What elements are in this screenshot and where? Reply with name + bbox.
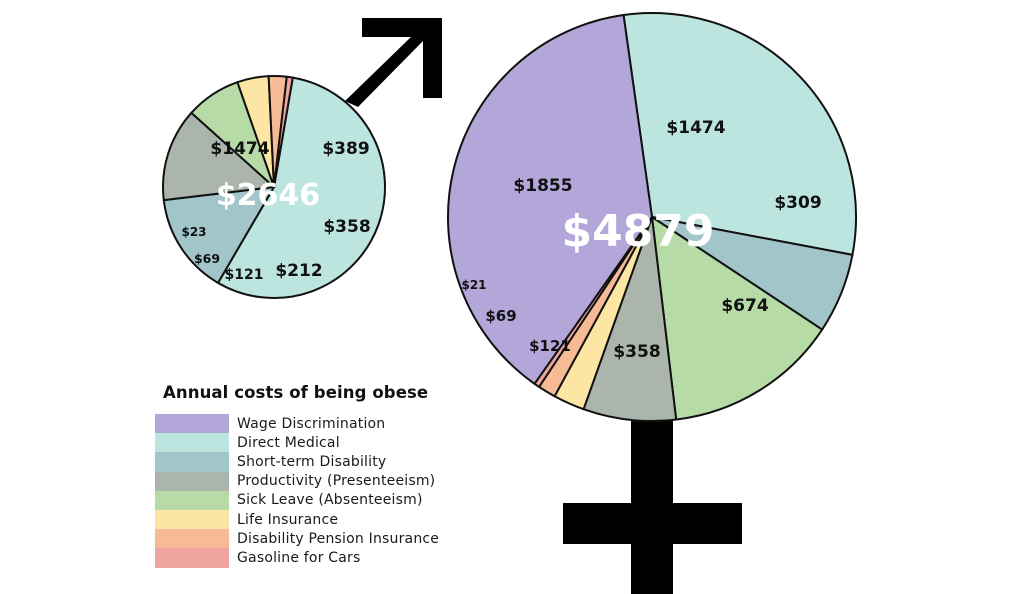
legend-item: Short-term Disability xyxy=(155,452,439,472)
slice-label: $389 xyxy=(322,139,369,159)
legend-swatch xyxy=(155,529,229,549)
female-symbol-icon xyxy=(563,415,742,594)
legend-item: Sick Leave (Absenteeism) xyxy=(155,490,439,510)
total-label: $4879 xyxy=(561,206,714,257)
slice-label: $69 xyxy=(194,251,220,266)
slice-label: $1474 xyxy=(210,139,269,159)
slice-label: $212 xyxy=(275,261,322,281)
legend-swatch xyxy=(155,548,229,568)
pie-slice xyxy=(216,76,386,299)
legend-item: Life Insurance xyxy=(155,509,439,530)
legend-label: Short-term Disability xyxy=(237,453,387,470)
legend-swatch xyxy=(155,414,229,434)
legend-label: Direct Medical xyxy=(237,434,340,451)
pie-slice xyxy=(273,75,294,188)
legend-swatch xyxy=(155,471,229,491)
legend-item: Gasoline for Cars xyxy=(155,548,439,568)
legend-label: Life Insurance xyxy=(237,511,339,528)
male-symbol-icon xyxy=(345,18,442,107)
legend: Annual costs of being obese Wage Discrim… xyxy=(155,383,439,568)
pie-slice xyxy=(447,13,654,386)
pie-slice xyxy=(650,214,824,421)
slice-label: $309 xyxy=(774,193,821,213)
slice-label: $121 xyxy=(529,337,571,355)
legend-title: Annual costs of being obese xyxy=(163,383,429,402)
slice-label: $1474 xyxy=(666,118,725,138)
pie-slice xyxy=(162,111,277,202)
slice-label: $21 xyxy=(461,278,486,292)
legend-item: Direct Medical xyxy=(155,433,439,453)
legend-swatch xyxy=(155,452,229,472)
slice-label: $674 xyxy=(721,296,768,316)
legend-item: Wage Discrimination xyxy=(155,414,439,434)
slice-label: $358 xyxy=(323,217,370,237)
legend-item: Disability Pension Insurance xyxy=(155,529,440,549)
slice-label: $358 xyxy=(613,342,660,362)
legend-item: Productivity (Presenteeism) xyxy=(155,471,439,491)
legend-swatch xyxy=(155,490,229,510)
slice-label: $121 xyxy=(225,267,264,283)
total-label: $2646 xyxy=(216,178,320,213)
pie-chart-women: $1474 $309 $674 $358 $121 $69 $21 $1855 $4879 xyxy=(447,12,857,422)
slice-label: $1855 xyxy=(513,176,572,196)
pie-slice xyxy=(162,185,276,285)
pie-slice xyxy=(622,12,857,257)
slice-label: $69 xyxy=(485,307,516,325)
legend-swatch xyxy=(155,509,229,530)
legend-label: Sick Leave (Absenteeism) xyxy=(237,492,423,509)
legend-label: Productivity (Presenteeism) xyxy=(237,473,436,490)
legend-label: Gasoline for Cars xyxy=(237,549,361,566)
legend-label: Disability Pension Insurance xyxy=(237,530,440,547)
pie-chart-men: $1474 $389 $358 $212 $121 $69 $23 $2646 xyxy=(162,75,386,299)
legend-label: Wage Discrimination xyxy=(237,415,386,432)
slice-label: $23 xyxy=(181,225,206,239)
legend-swatch xyxy=(155,433,229,453)
